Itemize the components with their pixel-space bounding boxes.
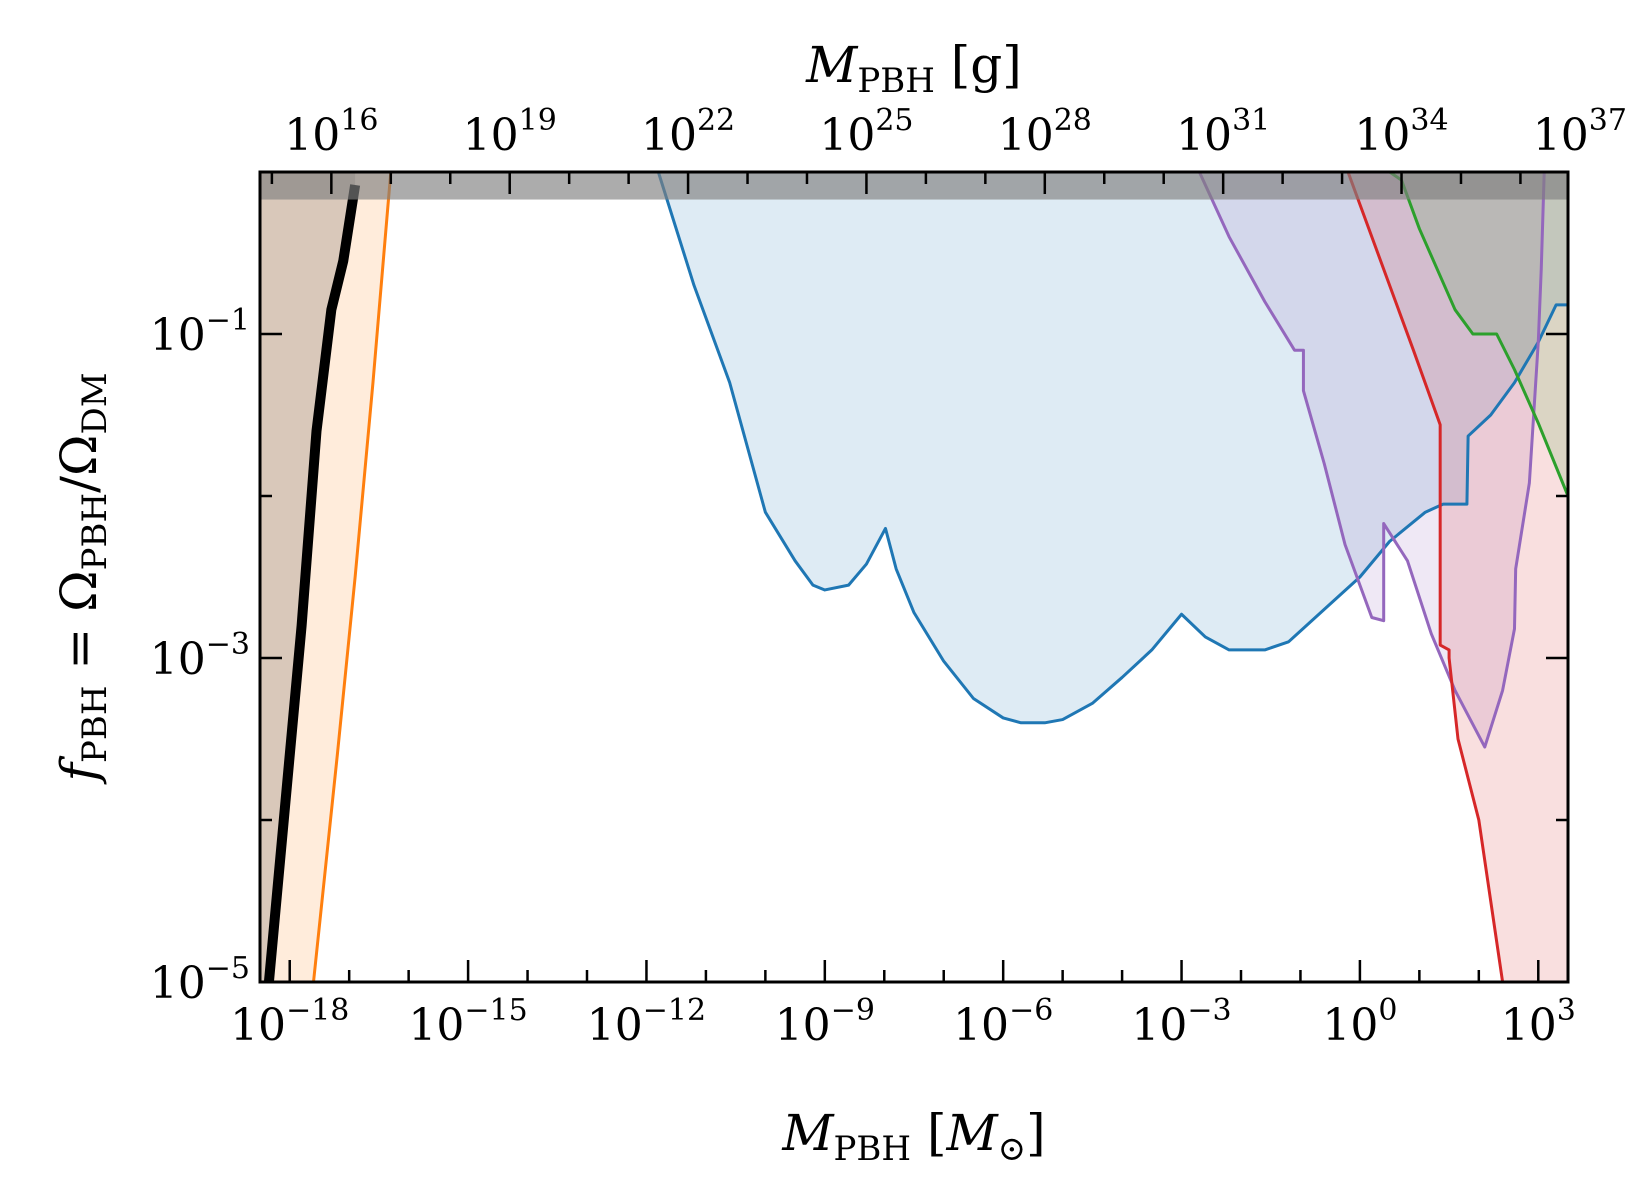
series-fill-3	[1348, 172, 1568, 982]
x-tick-label: 103	[1501, 993, 1576, 1051]
series-line-2	[1198, 171, 1546, 749]
x2-tick-label: 1037	[1533, 103, 1627, 161]
x2-tick-label: 1034	[1354, 103, 1448, 161]
tick-labels: 10−18 10−15 10−12 10−9 10−6 10−3 100 103 1016 101…	[150, 103, 1627, 1051]
series-line-4	[1388, 170, 1570, 497]
x-tick-label: 10−6	[953, 993, 1053, 1051]
series-line-0	[312, 171, 393, 983]
x-tick-label: 100	[1322, 993, 1397, 1051]
y-tick-label: 10−3	[150, 627, 250, 685]
series-lines	[263, 170, 1570, 983]
series-fill-0	[260, 172, 391, 982]
y-axis-label: fPBH = ΩPBH/ΩDM	[50, 372, 115, 785]
x-tick-label: 10−12	[587, 993, 706, 1051]
x-tick-label: 10−18	[230, 993, 349, 1051]
series-line-5	[263, 184, 361, 983]
series-line-1	[656, 171, 1568, 725]
axis-ticks	[260, 170, 1568, 984]
x-tick-label: 10−3	[1131, 993, 1231, 1051]
x2-tick-label: 1031	[1176, 103, 1270, 161]
x-tick-label: 10−15	[408, 993, 527, 1051]
excluded-band	[260, 172, 1568, 200]
x2-tick-label: 1016	[284, 103, 378, 161]
y-tick-label: 10−5	[150, 951, 250, 1009]
y-tick-label: 10−1	[150, 303, 250, 361]
top-band	[260, 172, 1568, 200]
plot-frame	[258, 170, 1570, 984]
series-fills	[260, 172, 1568, 982]
x2-tick-label: 1025	[819, 103, 913, 161]
x2-tick-label: 1028	[998, 103, 1092, 161]
series-fill-1	[658, 172, 1568, 723]
series-line-3	[1346, 171, 1505, 983]
x-tick-label: 10−9	[775, 993, 875, 1051]
x2-tick-label: 1019	[463, 103, 557, 161]
x2-axis-label: MPBH [g]	[805, 36, 1022, 101]
x-axis-label: MPBH [M⊙]	[781, 1104, 1045, 1169]
x2-tick-label: 1022	[641, 103, 735, 161]
